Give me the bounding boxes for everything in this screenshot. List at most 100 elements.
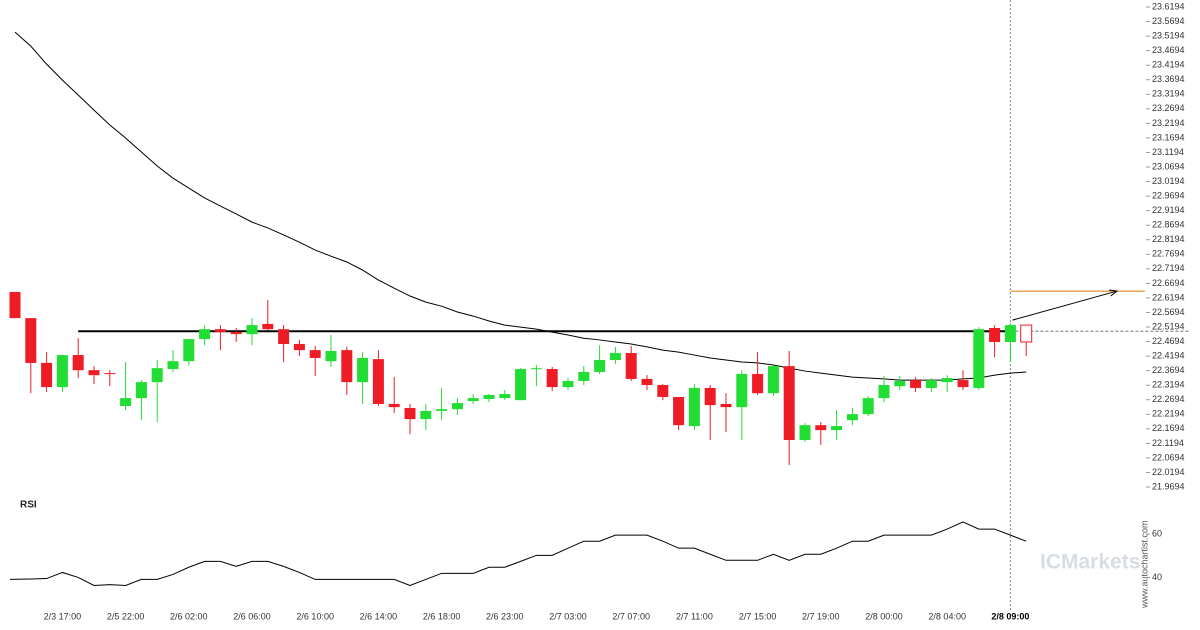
candle-body	[815, 425, 827, 431]
y-tick-label: 23.0694	[1152, 161, 1185, 171]
x-tick-label: 2/7 07:00	[612, 611, 650, 621]
x-tick-label: 2/6 02:00	[170, 611, 208, 621]
candle-body	[720, 403, 732, 408]
y-tick-label: 23.1694	[1152, 132, 1185, 142]
y-tick-label: 23.4694	[1152, 45, 1185, 55]
x-tick-label: 2/7 03:00	[549, 611, 587, 621]
candle-body	[673, 396, 685, 426]
y-tick-label: 22.6694	[1152, 278, 1185, 288]
y-tick-label: 22.2194	[1152, 409, 1185, 419]
candle-body	[293, 344, 305, 351]
candle-body	[941, 378, 953, 383]
candle-body	[894, 380, 906, 387]
y-tick-label: 22.0694	[1152, 452, 1185, 462]
candle-body	[325, 350, 337, 362]
y-tick-label: 22.0194	[1152, 467, 1185, 477]
rsi-tick-label: 60	[1152, 528, 1162, 538]
y-tick-label: 23.0194	[1152, 176, 1185, 186]
candle-body	[973, 329, 985, 388]
candle-body	[436, 409, 448, 411]
y-tick-label: 22.3194	[1152, 380, 1185, 390]
moving-average	[14, 31, 1027, 381]
candle-body	[878, 385, 890, 399]
candle-body	[989, 328, 1001, 342]
x-tick-label: 2/7 11:00	[676, 611, 713, 621]
y-tick-label: 23.4194	[1152, 60, 1185, 70]
rsi-line	[9, 521, 1027, 587]
candle-body	[594, 360, 606, 372]
candle-body	[420, 410, 432, 420]
candle-body	[530, 368, 542, 370]
candle-body	[199, 329, 211, 340]
candle-body	[752, 373, 764, 394]
candle-body	[609, 353, 621, 361]
candle-body	[309, 350, 321, 358]
candle-body	[767, 366, 779, 394]
x-tick-label: 2/7 15:00	[739, 611, 777, 621]
candle-body	[25, 318, 37, 363]
candle-body	[736, 373, 748, 408]
candle-body	[1020, 324, 1033, 343]
candle-body	[230, 332, 242, 335]
y-tick-label: 22.5694	[1152, 307, 1185, 317]
y-tick-label: 22.9694	[1152, 190, 1185, 200]
candle-body	[72, 355, 84, 371]
candle-body	[578, 371, 590, 381]
y-tick-label: 23.2694	[1152, 103, 1185, 113]
logo: ICMarkets	[1040, 551, 1140, 574]
x-tick-label: 2/6 14:00	[360, 611, 398, 621]
y-tick-label: 23.6194	[1152, 1, 1185, 11]
candle-body	[56, 355, 68, 388]
candle-body	[404, 408, 416, 420]
candle-body	[483, 394, 495, 399]
x-tick-label: 2/8 04:00	[928, 611, 966, 621]
candle-body	[183, 339, 195, 362]
y-tick-label: 22.2694	[1152, 394, 1185, 404]
y-tick-label: 22.7194	[1152, 263, 1185, 273]
x-tick-label: 2/6 23:00	[486, 611, 524, 621]
candle-body	[862, 398, 874, 415]
candle-body	[783, 366, 795, 441]
rsi-label: RSI	[20, 500, 37, 511]
candle-body	[688, 387, 700, 427]
y-tick-label: 22.1194	[1152, 438, 1184, 448]
x-tick-label: 2/6 18:00	[423, 611, 461, 621]
candle-body	[451, 403, 463, 410]
candle-body	[372, 359, 384, 404]
y-tick-label: 22.4694	[1152, 336, 1185, 346]
candle-body	[910, 380, 922, 388]
candle-body	[499, 394, 511, 399]
y-tick-label: 22.9194	[1152, 205, 1185, 215]
candle-body	[167, 361, 179, 370]
y-tick-label: 23.3694	[1152, 74, 1185, 84]
candle-body	[641, 378, 653, 386]
candle-body	[41, 362, 53, 388]
x-tick-label: 2/3 17:00	[44, 611, 82, 621]
candle-body	[515, 369, 527, 401]
y-tick-label: 22.5194	[1152, 321, 1185, 331]
y-tick-label: 22.8694	[1152, 220, 1185, 230]
candle-body	[341, 350, 353, 383]
candle-body	[151, 368, 163, 383]
candle-body	[388, 403, 400, 408]
candle-body	[214, 329, 226, 333]
x-tick-label: 2/6 10:00	[296, 611, 334, 621]
candle-body	[120, 398, 132, 406]
candle-body	[704, 387, 716, 406]
candle-body	[546, 369, 558, 388]
candle-body	[278, 329, 290, 345]
y-tick-label: 23.5194	[1152, 30, 1185, 40]
candle-body	[88, 370, 100, 376]
y-tick-label: 23.2194	[1152, 118, 1185, 128]
x-tick-label: 2/7 19:00	[802, 611, 840, 621]
y-tick-label: 22.7694	[1152, 249, 1185, 259]
candle-body	[357, 357, 369, 383]
candle-body	[135, 382, 147, 399]
x-tick-label: 2/6 06:00	[233, 611, 271, 621]
x-tick-label: 2/5 22:00	[107, 611, 145, 621]
x-tick-label: 2/8 09:00	[991, 611, 1029, 621]
candle-body	[262, 323, 274, 330]
y-tick-label: 23.5694	[1152, 16, 1185, 26]
y-tick-label: 23.1194	[1152, 147, 1184, 157]
